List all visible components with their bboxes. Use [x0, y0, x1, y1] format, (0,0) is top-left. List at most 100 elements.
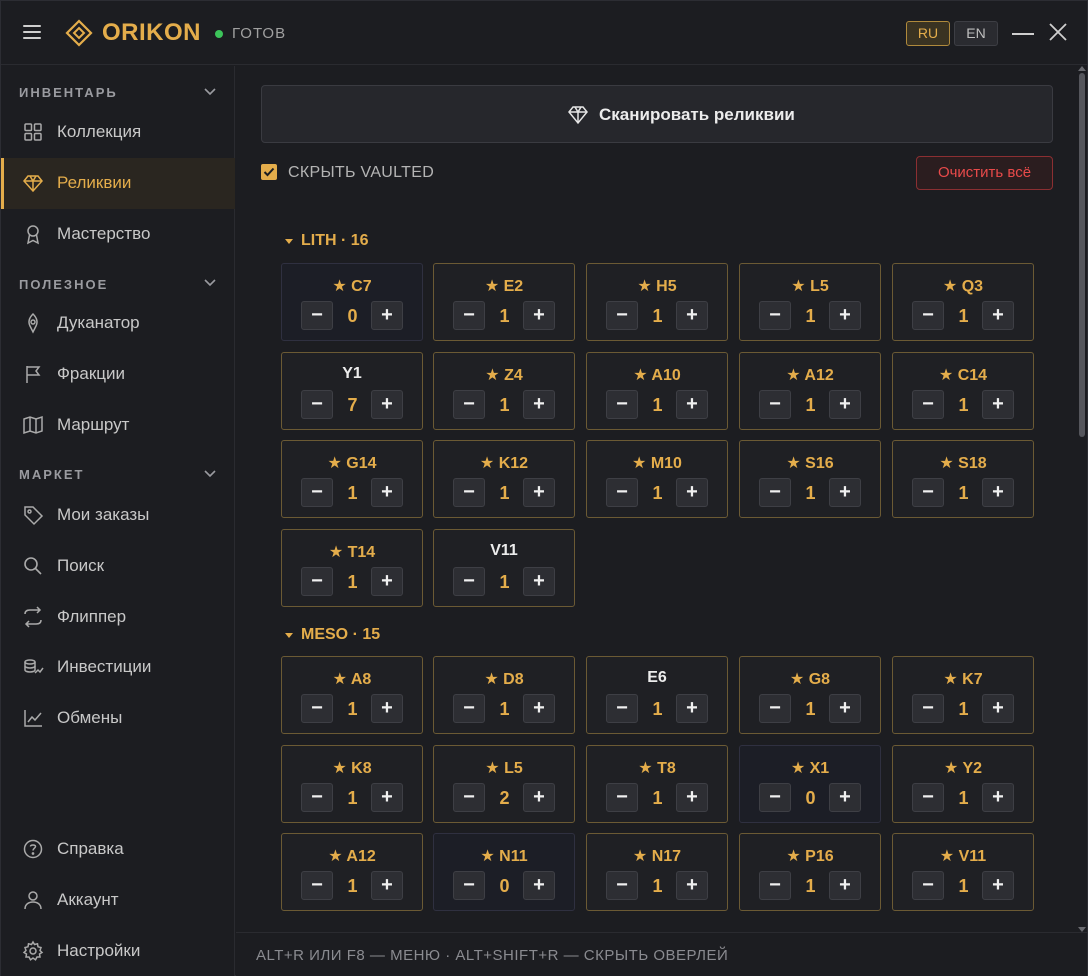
increment-button[interactable]: + [371, 782, 403, 812]
increment-button[interactable]: + [829, 389, 861, 419]
decrement-button[interactable]: − [759, 871, 791, 900]
decrement-button[interactable]: − [301, 389, 333, 419]
decrement-button[interactable]: − [301, 478, 333, 507]
chevron-down-icon[interactable] [204, 88, 216, 96]
decrement-button[interactable]: − [453, 694, 485, 723]
increment-button[interactable]: + [523, 782, 555, 812]
menu-icon[interactable] [23, 25, 41, 41]
sidebar-item-account[interactable]: Аккаунт [1, 875, 235, 926]
increment-button[interactable]: + [371, 566, 403, 596]
section-market[interactable]: МАРКЕТ [19, 467, 85, 482]
scrollbar-thumb[interactable] [1079, 73, 1085, 437]
lang-ru-button[interactable]: RU [906, 21, 950, 46]
increment-button[interactable]: + [829, 694, 861, 723]
decrement-button[interactable]: − [453, 566, 485, 596]
increment-button[interactable]: + [829, 782, 861, 812]
chevron-down-icon[interactable] [204, 470, 216, 478]
close-icon[interactable] [1047, 21, 1069, 43]
increment-button[interactable]: + [523, 871, 555, 900]
hide-vaulted-label[interactable]: СКРЫТЬ VAULTED [288, 164, 435, 181]
decrement-button[interactable]: − [912, 871, 944, 900]
decrement-button[interactable]: − [759, 389, 791, 419]
sidebar-item-route[interactable]: Маршрут [1, 400, 235, 451]
decrement-button[interactable]: − [606, 782, 638, 812]
increment-button[interactable]: + [829, 478, 861, 507]
collapse-triangle-icon[interactable] [285, 239, 293, 244]
increment-button[interactable]: + [829, 871, 861, 900]
increment-button[interactable]: + [371, 478, 403, 507]
decrement-button[interactable]: − [759, 478, 791, 507]
increment-button[interactable]: + [676, 478, 708, 507]
section-inventory[interactable]: ИНВЕНТАРЬ [19, 85, 118, 100]
sidebar-item-mastery[interactable]: Мастерство [1, 209, 235, 260]
decrement-button[interactable]: − [453, 389, 485, 419]
decrement-button[interactable]: − [301, 782, 333, 812]
increment-button[interactable]: + [982, 871, 1014, 900]
increment-button[interactable]: + [371, 694, 403, 723]
decrement-button[interactable]: − [606, 871, 638, 900]
increment-button[interactable]: + [676, 782, 708, 812]
increment-button[interactable]: + [523, 389, 555, 419]
sidebar-item-my-orders[interactable]: Мои заказы [1, 490, 235, 541]
increment-button[interactable]: + [982, 301, 1014, 330]
lang-en-button[interactable]: EN [954, 21, 998, 46]
clear-all-button[interactable]: Очистить всё [916, 156, 1053, 190]
sidebar-item-ducanator[interactable]: Дуканатор [1, 298, 235, 349]
decrement-button[interactable]: − [759, 694, 791, 723]
increment-button[interactable]: + [371, 301, 403, 330]
increment-button[interactable]: + [523, 566, 555, 596]
decrement-button[interactable]: − [606, 389, 638, 419]
sidebar-item-trades[interactable]: Обмены [1, 693, 235, 744]
decrement-button[interactable]: − [301, 694, 333, 723]
increment-button[interactable]: + [676, 694, 708, 723]
group-header-lith[interactable]: LITH · 16 [301, 232, 369, 249]
sidebar-item-relics[interactable]: Реликвии [1, 158, 235, 209]
increment-button[interactable]: + [676, 871, 708, 900]
scroll-down-icon[interactable] [1078, 927, 1086, 932]
decrement-button[interactable]: − [912, 782, 944, 812]
increment-button[interactable]: + [982, 694, 1014, 723]
increment-button[interactable]: + [523, 694, 555, 723]
hide-vaulted-checkbox[interactable] [261, 164, 277, 180]
decrement-button[interactable]: − [912, 478, 944, 507]
sidebar-item-help[interactable]: Справка [1, 824, 235, 875]
increment-button[interactable]: + [371, 871, 403, 900]
sidebar-item-collection[interactable]: Коллекция [1, 107, 235, 158]
decrement-button[interactable]: − [606, 478, 638, 507]
decrement-button[interactable]: − [453, 478, 485, 507]
decrement-button[interactable]: − [606, 694, 638, 723]
increment-button[interactable]: + [676, 389, 708, 419]
decrement-button[interactable]: − [759, 782, 791, 812]
minimize-icon[interactable] [1012, 33, 1034, 35]
decrement-button[interactable]: − [453, 871, 485, 900]
increment-button[interactable]: + [523, 478, 555, 507]
increment-button[interactable]: + [523, 301, 555, 330]
decrement-button[interactable]: − [453, 782, 485, 812]
sidebar-item-investments[interactable]: Инвестиции [1, 642, 235, 693]
decrement-button[interactable]: − [912, 301, 944, 330]
sidebar-item-factions[interactable]: Фракции [1, 349, 235, 400]
scroll-up-icon[interactable] [1078, 66, 1086, 71]
decrement-button[interactable]: − [453, 301, 485, 330]
increment-button[interactable]: + [371, 389, 403, 419]
collapse-triangle-icon[interactable] [285, 633, 293, 638]
increment-button[interactable]: + [982, 478, 1014, 507]
section-useful[interactable]: ПОЛЕЗНОЕ [19, 277, 109, 292]
group-header-meso[interactable]: MESO · 15 [301, 626, 381, 643]
sidebar-item-flipper[interactable]: Флиппер [1, 592, 235, 643]
increment-button[interactable]: + [676, 301, 708, 330]
increment-button[interactable]: + [982, 389, 1014, 419]
increment-button[interactable]: + [982, 782, 1014, 812]
sidebar-item-settings[interactable]: Настройки [1, 926, 235, 976]
decrement-button[interactable]: − [301, 871, 333, 900]
scan-relics-button[interactable]: Сканировать реликвии [261, 85, 1053, 143]
decrement-button[interactable]: − [912, 389, 944, 419]
sidebar-item-search[interactable]: Поиск [1, 541, 235, 592]
decrement-button[interactable]: − [606, 301, 638, 330]
decrement-button[interactable]: − [301, 301, 333, 330]
decrement-button[interactable]: − [912, 694, 944, 723]
decrement-button[interactable]: − [759, 301, 791, 330]
chevron-down-icon[interactable] [204, 279, 216, 287]
increment-button[interactable]: + [829, 301, 861, 330]
decrement-button[interactable]: − [301, 566, 333, 596]
